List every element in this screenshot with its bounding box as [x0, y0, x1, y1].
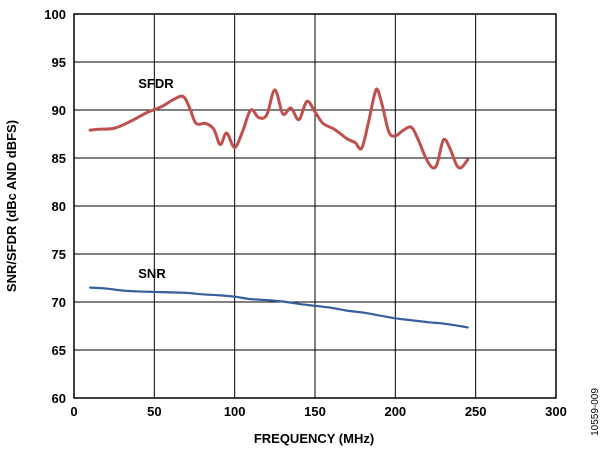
- figure-id: 10559-009: [590, 388, 601, 436]
- y-tick-label: 95: [52, 55, 66, 70]
- x-tick-label: 300: [545, 404, 567, 419]
- x-tick-label: 100: [224, 404, 246, 419]
- y-tick-label: 85: [52, 151, 66, 166]
- series-line-snr: [88, 286, 469, 329]
- x-tick-label: 250: [465, 404, 487, 419]
- y-tick-label: 65: [52, 343, 66, 358]
- series-labels: SFDR SNR: [138, 76, 174, 281]
- plot-frame: [73, 13, 557, 399]
- x-axis-label: FREQUENCY (MHz): [254, 431, 374, 446]
- y-tick-label: 75: [52, 247, 66, 262]
- series-label-snr: SNR: [138, 266, 166, 281]
- y-tick-label: 70: [52, 295, 66, 310]
- x-tick-label: 0: [70, 404, 77, 419]
- series-label-sfdr: SFDR: [138, 76, 174, 91]
- grid-lines: [74, 14, 556, 398]
- y-tick-label: 90: [52, 103, 66, 118]
- y-axis-label: SNR/SFDR (dBc AND dBFS): [4, 120, 19, 292]
- x-tick-label: 150: [304, 404, 326, 419]
- y-tick-label: 60: [52, 391, 66, 406]
- y-axis-ticks: 60 65 70 75 80 85 90 95 100: [44, 7, 66, 406]
- series-layer: [88, 87, 470, 329]
- series-line-sfdr: [88, 87, 470, 170]
- y-tick-label: 80: [52, 199, 66, 214]
- x-tick-label: 200: [384, 404, 406, 419]
- y-tick-label: 100: [44, 7, 66, 22]
- x-tick-label: 50: [147, 404, 161, 419]
- x-axis-ticks: 0 50 100 150 200 250 300: [70, 404, 566, 419]
